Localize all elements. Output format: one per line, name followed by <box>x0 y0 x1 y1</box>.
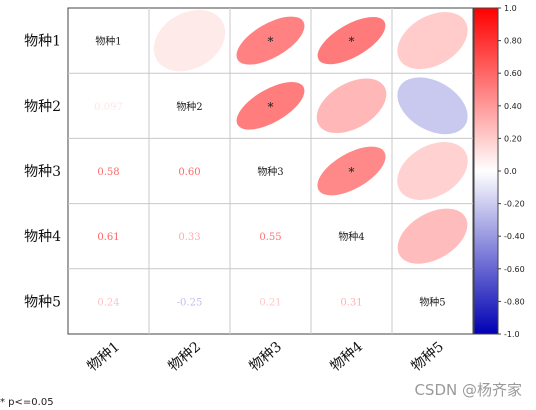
colorbar-tick-label: 1.0 <box>504 4 517 13</box>
correlation-value: 0.55 <box>259 232 281 243</box>
watermark: CSDN @杨齐家 <box>414 381 522 399</box>
correlation-value: 0.31 <box>340 297 362 308</box>
colorbar-tick-label: 0.40 <box>504 102 522 111</box>
column-labels: 物种1 物种2 物种3 物种4 物种5 <box>85 339 448 375</box>
significance-marker: * <box>268 35 274 49</box>
diagonal-label: 物种3 <box>257 165 283 178</box>
colorbar-tick-label: -0.60 <box>504 265 525 274</box>
cells-layer: 物种1 * * 0.097 物种2 * 0.58 0.60 物种3 * 0.61 0.33 0.55 物种… <box>67 7 474 335</box>
significance-marker: * <box>349 35 355 49</box>
colorbar-gradient <box>473 7 499 335</box>
column-label: 物种3 <box>247 339 286 375</box>
row-label: 物种3 <box>24 164 61 180</box>
diagonal-label: 物种2 <box>176 100 202 113</box>
significance-marker: * <box>349 165 355 179</box>
correlation-ellipse <box>153 9 226 72</box>
correlation-ellipse <box>397 142 468 200</box>
significance-marker: * <box>268 100 274 114</box>
diagonal-label: 物种4 <box>338 230 364 243</box>
colorbar-tick-label: -0.20 <box>504 200 525 209</box>
correlation-ellipse <box>397 77 468 135</box>
colorbar-tick-label: 0.20 <box>504 134 522 143</box>
row-label: 物种4 <box>24 229 61 245</box>
correlation-ellipse <box>317 146 386 196</box>
colorbar: 1.0 0.80 0.60 0.40 0.20 0.0 -0.20 -0.40 -0.60 -0.… <box>473 4 525 339</box>
row-label: 物种5 <box>24 294 61 310</box>
colorbar-tick-label: -0.80 <box>504 297 525 306</box>
correlation-value: 0.33 <box>178 232 200 243</box>
colorbar-tick-label: 0.80 <box>504 37 522 46</box>
row-label: 物种2 <box>24 99 61 115</box>
correlation-value: 0.60 <box>178 167 200 178</box>
colorbar-tick-label: -0.40 <box>504 232 525 241</box>
correlation-value: 0.58 <box>97 167 119 178</box>
correlation-value: 0.61 <box>97 232 119 243</box>
column-label: 物种2 <box>166 339 205 375</box>
colorbar-tick-label: 0.60 <box>504 69 522 78</box>
correlation-ellipse <box>317 16 386 65</box>
correlation-ellipse <box>236 82 305 130</box>
colorbar-tick-label: -1.0 <box>504 330 520 339</box>
correlation-value: -0.25 <box>177 297 203 308</box>
correlation-ellipse <box>316 78 387 134</box>
column-label: 物种4 <box>328 339 367 375</box>
correlation-value: 0.24 <box>97 297 119 308</box>
colorbar-tick-label: 0.0 <box>504 167 517 176</box>
row-labels: 物种1 物种2 物种3 物种4 物种5 <box>24 34 61 311</box>
correlation-value: 0.097 <box>94 102 123 113</box>
significance-footnote: * p<=0.05 <box>0 397 54 408</box>
diagonal-label: 物种1 <box>95 35 121 48</box>
column-label: 物种5 <box>409 339 448 375</box>
correlation-ellipse <box>397 12 468 70</box>
correlation-value: 0.21 <box>259 297 281 308</box>
diagonal-label: 物种5 <box>419 295 445 308</box>
correlation-ellipse <box>236 16 305 65</box>
correlation-ellipse <box>397 208 468 264</box>
row-label: 物种1 <box>24 34 61 50</box>
column-label: 物种1 <box>85 339 124 375</box>
